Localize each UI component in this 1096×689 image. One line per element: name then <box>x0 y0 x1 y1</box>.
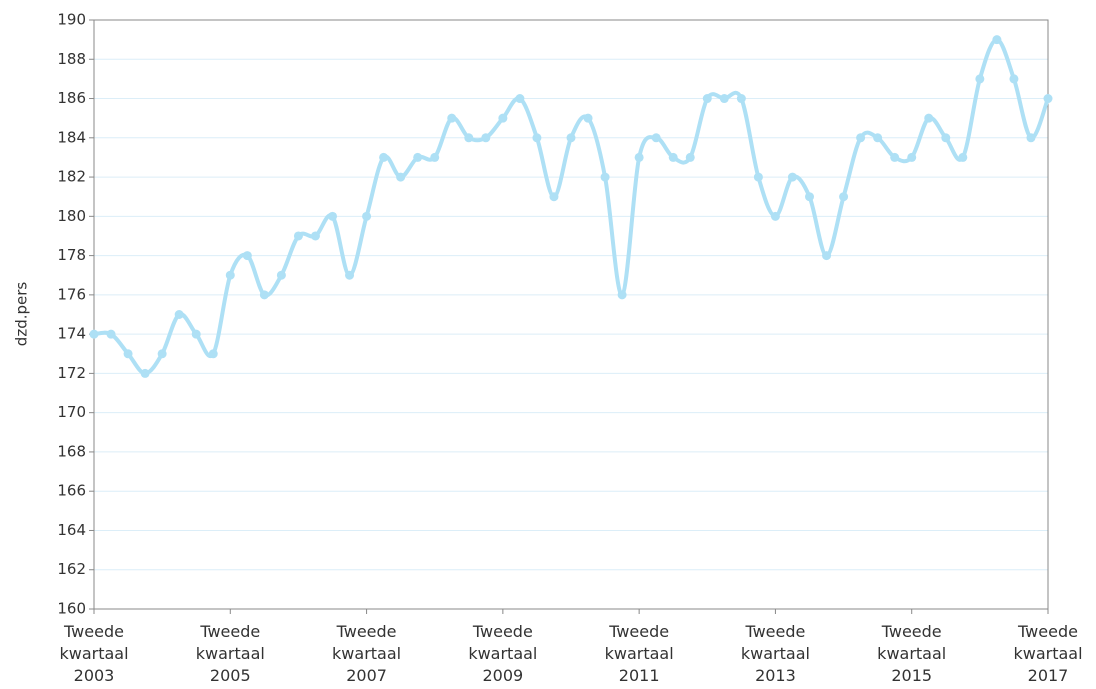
point <box>123 349 133 359</box>
y-tick-label: 166 <box>57 482 86 500</box>
y-tick-label: 168 <box>57 442 86 460</box>
point <box>532 133 542 143</box>
point <box>873 133 883 143</box>
point <box>787 172 797 182</box>
y-tick-label: 162 <box>57 560 86 578</box>
point <box>907 152 917 162</box>
point <box>890 152 900 162</box>
point <box>719 94 729 104</box>
point <box>481 133 491 143</box>
point <box>310 231 320 241</box>
y-tick-label: 188 <box>57 50 86 68</box>
point <box>191 329 201 339</box>
point <box>396 172 406 182</box>
point <box>293 231 303 241</box>
point <box>924 113 934 123</box>
y-tick-label: 176 <box>57 285 86 303</box>
y-tick-label: 170 <box>57 403 86 421</box>
point <box>583 113 593 123</box>
point <box>958 152 968 162</box>
point <box>975 74 985 84</box>
point <box>549 192 559 202</box>
point <box>1026 133 1036 143</box>
x-tick-label: Tweede kwartaal 2007 <box>332 622 402 685</box>
x-tick-label: Tweede kwartaal 2017 <box>1013 622 1083 685</box>
point <box>225 270 235 280</box>
point <box>753 172 763 182</box>
point <box>89 329 99 339</box>
point <box>736 94 746 104</box>
point <box>157 349 167 359</box>
point <box>856 133 866 143</box>
point <box>685 152 695 162</box>
point <box>140 368 150 378</box>
y-tick-label: 182 <box>57 168 86 186</box>
point <box>413 152 423 162</box>
point <box>839 192 849 202</box>
point <box>106 329 116 339</box>
x-tick-label: Tweede kwartaal 2011 <box>604 622 674 685</box>
plot-border <box>93 19 1049 610</box>
y-tick-label: 172 <box>57 364 86 382</box>
point <box>447 113 457 123</box>
y-tick-label: 180 <box>57 207 86 225</box>
point <box>242 251 252 261</box>
point <box>464 133 474 143</box>
point <box>822 251 832 261</box>
point <box>617 290 627 300</box>
y-tick-label: 178 <box>57 246 86 264</box>
point <box>174 310 184 319</box>
line <box>93 37 1050 376</box>
point <box>600 172 610 182</box>
y-tick-label: 186 <box>57 89 86 107</box>
x-tick-label: Tweede kwartaal 2013 <box>740 622 810 685</box>
point <box>992 35 1002 45</box>
x-tick-label: Tweede kwartaal 2015 <box>877 622 947 685</box>
point <box>515 94 525 104</box>
x-tick-label: Tweede kwartaal 2005 <box>195 622 265 685</box>
point <box>1043 94 1053 104</box>
point <box>651 133 661 143</box>
point <box>362 211 372 221</box>
point <box>276 270 286 280</box>
point <box>941 133 951 143</box>
point <box>379 152 389 162</box>
point <box>1009 74 1019 84</box>
point <box>634 152 644 162</box>
point <box>805 192 814 202</box>
point <box>498 113 508 123</box>
y-tick-label: 160 <box>57 600 86 618</box>
point <box>345 270 355 280</box>
point <box>328 211 337 221</box>
point <box>702 94 712 104</box>
point <box>668 152 678 162</box>
point <box>259 290 269 300</box>
point <box>430 152 440 162</box>
point <box>208 349 218 359</box>
x-tick-label: Tweede kwartaal 2003 <box>59 622 129 685</box>
point <box>566 133 576 143</box>
y-tick-label: 174 <box>57 325 86 343</box>
y-tick-label: 164 <box>57 521 86 539</box>
y-tick-label: 190 <box>57 11 86 29</box>
x-tick-label: Tweede kwartaal 2009 <box>468 622 538 685</box>
point <box>770 211 780 221</box>
y-axis-label: dzd.pers <box>13 282 31 347</box>
y-tick-label: 184 <box>57 128 86 146</box>
